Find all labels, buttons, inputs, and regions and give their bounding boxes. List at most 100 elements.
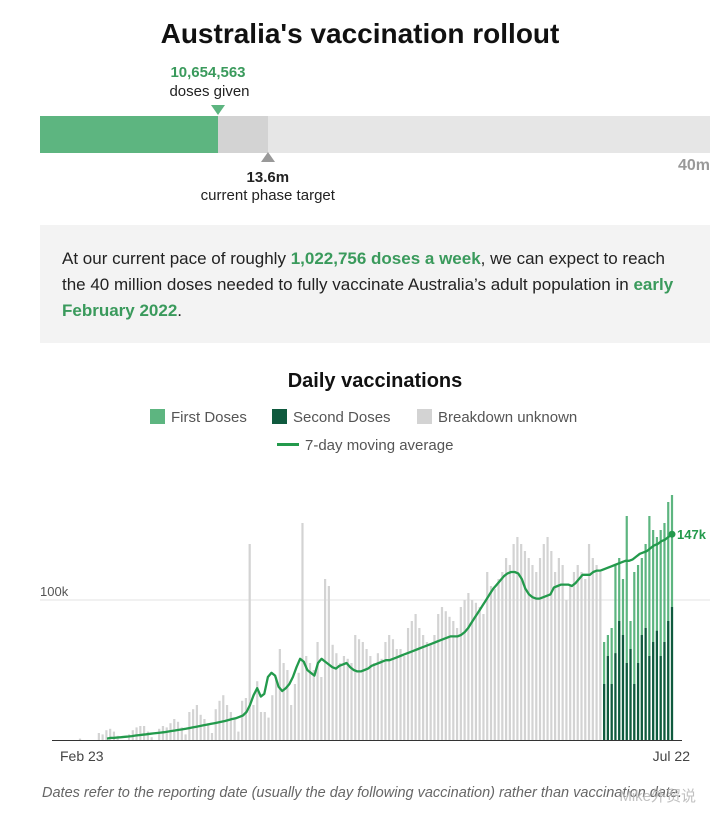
bar-unknown bbox=[214, 709, 217, 740]
watermark: Mike外贸说 bbox=[619, 788, 696, 805]
summary-text: At our current pace of roughly 1,022,756… bbox=[62, 246, 692, 324]
legend-label: Breakdown unknown bbox=[438, 409, 578, 426]
bar-unknown bbox=[546, 537, 549, 740]
bar-unknown bbox=[373, 663, 376, 740]
bar-first-dose bbox=[625, 516, 628, 740]
bar-unknown bbox=[365, 649, 368, 740]
bar-unknown bbox=[361, 642, 364, 740]
bar-unknown bbox=[391, 639, 395, 740]
legend-label: Second Doses bbox=[293, 409, 391, 426]
bar-unknown bbox=[497, 579, 500, 740]
bar-first-dose bbox=[663, 523, 666, 740]
bar-unknown bbox=[286, 670, 289, 740]
bar-unknown bbox=[274, 677, 278, 740]
bar-unknown bbox=[297, 672, 300, 740]
bar-unknown bbox=[467, 593, 470, 740]
bar-unknown bbox=[565, 600, 568, 740]
bar-unknown bbox=[135, 727, 138, 740]
bar-unknown bbox=[520, 544, 523, 740]
legend-second-doses: Second Doses bbox=[272, 409, 391, 426]
legend-line-average bbox=[277, 443, 299, 446]
x-tick-label-end: Jul 22 bbox=[653, 748, 691, 764]
bar-unknown bbox=[278, 649, 281, 740]
bar-second-dose bbox=[621, 635, 625, 740]
bar-second-dose bbox=[648, 656, 651, 740]
bar-unknown bbox=[354, 635, 357, 740]
bar-unknown bbox=[501, 572, 504, 740]
bar-unknown bbox=[241, 700, 244, 740]
moving-average-end-point bbox=[668, 530, 676, 538]
bar-unknown bbox=[78, 738, 82, 740]
bar-unknown bbox=[335, 653, 338, 740]
bar-unknown bbox=[448, 616, 451, 740]
bar-unknown bbox=[380, 658, 383, 740]
target-label: current phase target bbox=[200, 187, 335, 204]
bar-unknown bbox=[331, 644, 334, 740]
bar-first-dose bbox=[636, 565, 640, 740]
x-tick-label-start: Feb 23 bbox=[60, 748, 104, 764]
bar-unknown bbox=[554, 572, 557, 740]
bar-second-dose bbox=[655, 630, 659, 740]
end-value-label: 147k bbox=[677, 527, 707, 542]
bar-unknown bbox=[259, 712, 263, 740]
doses-given-value: 10,654,563 bbox=[170, 64, 246, 81]
bar-unknown bbox=[210, 733, 214, 740]
bar-unknown bbox=[248, 544, 251, 740]
bar-unknown bbox=[384, 642, 387, 740]
bar-unknown bbox=[146, 731, 149, 740]
target-marker-icon bbox=[260, 152, 275, 162]
bar-unknown bbox=[459, 607, 462, 740]
bar-unknown bbox=[192, 709, 195, 740]
summary-rate: 1,022,756 doses a week bbox=[290, 249, 481, 268]
bar-unknown bbox=[512, 544, 515, 740]
bar-unknown bbox=[305, 656, 308, 740]
bar-unknown bbox=[591, 558, 594, 740]
bar-unknown bbox=[225, 705, 229, 740]
bar-first-dose bbox=[648, 516, 651, 740]
bar-unknown bbox=[184, 734, 187, 740]
bar-unknown bbox=[339, 663, 342, 740]
bar-unknown bbox=[112, 731, 116, 740]
grid-layer bbox=[40, 599, 710, 741]
bar-unknown bbox=[139, 726, 142, 740]
bar-unknown bbox=[486, 572, 489, 740]
bar-unknown bbox=[388, 635, 391, 740]
legend-label: 7-day moving average bbox=[305, 437, 454, 454]
bar-second-dose bbox=[670, 607, 674, 740]
bar-unknown bbox=[406, 628, 410, 740]
bar-second-dose bbox=[659, 656, 662, 740]
bar-unknown bbox=[290, 705, 293, 740]
bar-unknown bbox=[316, 642, 319, 740]
summary-text-part: . bbox=[177, 301, 183, 320]
bar-second-dose bbox=[614, 653, 617, 740]
summary-date: early February 2022 bbox=[62, 275, 674, 320]
bar-unknown bbox=[180, 727, 183, 740]
chart-title: Daily vaccinations bbox=[287, 370, 463, 392]
bar-unknown bbox=[150, 737, 153, 740]
bar-unknown bbox=[580, 572, 583, 740]
bar-unknown bbox=[312, 670, 315, 740]
bar-unknown bbox=[489, 586, 493, 740]
legend-label: First Doses bbox=[171, 409, 247, 426]
bar-unknown bbox=[535, 572, 538, 740]
bar-unknown bbox=[569, 586, 572, 740]
bar-unknown bbox=[237, 731, 240, 740]
bar-unknown bbox=[538, 558, 542, 740]
bar-unknown bbox=[516, 537, 519, 740]
bar-unknown bbox=[308, 663, 312, 740]
bar-unknown bbox=[301, 523, 304, 740]
bar-unknown bbox=[323, 579, 327, 740]
bar-unknown bbox=[252, 705, 255, 740]
bar-unknown bbox=[222, 695, 225, 740]
moving-average-line bbox=[106, 533, 673, 740]
progress-given-fill bbox=[40, 116, 219, 153]
bar-unknown bbox=[195, 705, 198, 740]
bar-unknown bbox=[399, 649, 402, 740]
bar-unknown bbox=[414, 614, 417, 740]
bar-unknown bbox=[437, 614, 440, 740]
bar-unknown bbox=[188, 712, 191, 740]
footnote: Dates refer to the reporting date (usual… bbox=[42, 785, 682, 801]
bar-second-dose bbox=[667, 621, 670, 740]
line-layer bbox=[106, 530, 676, 740]
doses-given-marker-icon bbox=[211, 105, 226, 115]
